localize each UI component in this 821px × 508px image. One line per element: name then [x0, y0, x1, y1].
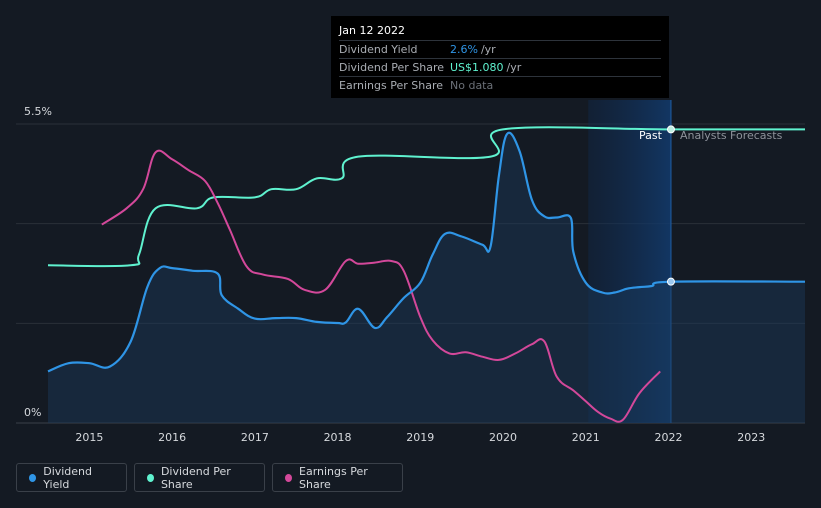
legend-label: Dividend Yield [43, 464, 93, 491]
dps-current-marker [666, 125, 675, 134]
tooltip-unit: /yr [480, 43, 496, 56]
tooltip-unit: /yr [506, 61, 522, 74]
tooltip-value: 2.6% [450, 43, 478, 56]
tooltip: Jan 12 2022 Dividend Yield 2.6% /yr Divi… [331, 16, 669, 98]
x-tick-label: 2020 [489, 431, 517, 444]
dividend-yield-area [48, 132, 805, 423]
forecast-label: Analysts Forecasts [680, 129, 783, 142]
past-label: Past [639, 129, 663, 142]
legend-item-earnings-per-share[interactable]: Earnings Per Share [272, 463, 403, 492]
tooltip-row-yield: Dividend Yield 2.6% /yr [339, 40, 661, 58]
past-highlight-region [588, 100, 671, 423]
tooltip-row-eps: Earnings Per Share No data [339, 76, 661, 94]
tooltip-value: US$1.080 [450, 61, 504, 74]
tooltip-label: Dividend Yield [339, 43, 418, 56]
x-tick-label: 2021 [572, 431, 600, 444]
x-tick-label: 2016 [158, 431, 186, 444]
tooltip-label: Dividend Per Share [339, 61, 445, 74]
tooltip-row-dps: Dividend Per Share US$1.080 /yr [339, 58, 661, 76]
x-tick-label: 2017 [241, 431, 269, 444]
y-tick-label: 5.5% [24, 105, 52, 118]
x-tick-label: 2019 [406, 431, 434, 444]
tooltip-value: No data [450, 79, 494, 92]
tooltip-label: Earnings Per Share [339, 79, 444, 92]
x-tick-label: 2018 [324, 431, 352, 444]
legend-dot-icon [147, 473, 154, 482]
legend-label: Earnings Per Share [299, 464, 368, 491]
legend-item-dividend-per-share[interactable]: Dividend Per Share [134, 463, 265, 492]
earnings-per-share-line [101, 149, 661, 423]
legend-item-dividend-yield[interactable]: Dividend Yield [16, 463, 127, 492]
y-tick-label: 0% [24, 406, 41, 419]
tooltip-date: Jan 12 2022 [339, 24, 405, 37]
legend-dot-icon [285, 473, 292, 482]
yield-current-marker [666, 277, 675, 286]
x-tick-label: 2015 [75, 431, 103, 444]
dividend-per-share-line [47, 126, 805, 268]
x-tick-label: 2023 [737, 431, 765, 444]
x-tick-label: 2022 [654, 431, 682, 444]
dividend-yield-line [47, 131, 806, 373]
legend-dot-icon [29, 473, 37, 482]
legend-label: Dividend Per Share [160, 464, 231, 491]
